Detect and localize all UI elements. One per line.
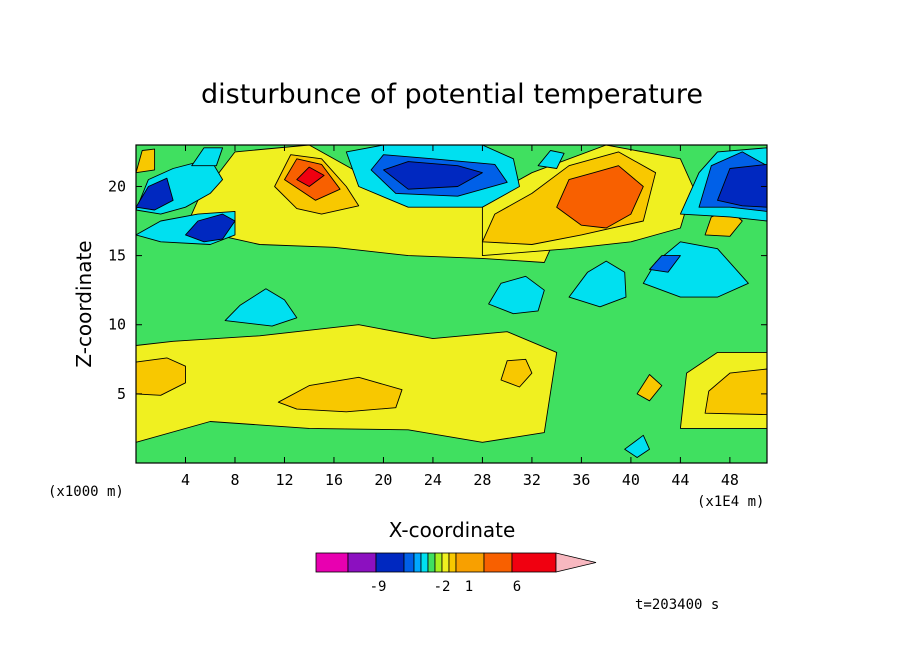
y-axis-label: Z-coordinate bbox=[72, 240, 96, 367]
y-axis-ticks: 5 10 15 20 bbox=[108, 177, 767, 403]
contour-region-3 bbox=[136, 357, 186, 396]
colorbar-label-1: -2 bbox=[434, 579, 451, 595]
y-tick-label-3: 20 bbox=[108, 177, 126, 195]
contour-region-34 bbox=[537, 150, 565, 169]
contour-region-31 bbox=[624, 434, 650, 458]
x-tick-label-9: 40 bbox=[622, 471, 640, 489]
colorbar-label-2: 1 bbox=[465, 579, 473, 595]
colorbar bbox=[315, 552, 597, 573]
x-tick-label-2: 12 bbox=[275, 471, 293, 489]
colorbar-label-0: -9 bbox=[370, 579, 387, 595]
colorbar-segment-6 bbox=[427, 552, 436, 573]
colorbar-label-3: 6 bbox=[513, 579, 521, 595]
colorbar-segment-0 bbox=[315, 552, 349, 573]
x-tick-label-5: 24 bbox=[424, 471, 442, 489]
heatmap-regions bbox=[136, 145, 767, 463]
x-axis-ticks: 4 8 12 16 20 24 28 32 36 40 44 48 bbox=[181, 145, 739, 489]
colorbar-segment-9 bbox=[448, 552, 457, 573]
contour-region-13 bbox=[556, 165, 644, 229]
contour-region-18 bbox=[568, 260, 627, 308]
x-tick-label-11: 48 bbox=[721, 471, 739, 489]
contour-region-27 bbox=[383, 161, 483, 190]
colorbar-segment-1 bbox=[347, 552, 377, 573]
x-axis-label: X-coordinate bbox=[389, 518, 516, 542]
colorbar-segment-7 bbox=[434, 552, 443, 573]
contour-region-10 bbox=[296, 166, 325, 187]
colorbar-segment-8 bbox=[441, 552, 450, 573]
x-tick-label-7: 32 bbox=[523, 471, 541, 489]
colorbar-segment-2 bbox=[375, 552, 405, 573]
contour-region-4 bbox=[500, 358, 533, 388]
x-tick-label-3: 16 bbox=[325, 471, 343, 489]
x-tick-label-10: 44 bbox=[671, 471, 689, 489]
x-tick-label-6: 28 bbox=[473, 471, 491, 489]
x-tick-label-4: 20 bbox=[374, 471, 392, 489]
chart-title: disturbunce of potential temperature bbox=[201, 79, 703, 110]
x-tick-label-0: 4 bbox=[181, 471, 190, 489]
colorbar-extension-arrow bbox=[555, 552, 597, 573]
contour-region-2 bbox=[277, 376, 403, 413]
y-tick-label-0: 5 bbox=[117, 385, 126, 403]
time-annotation: t=203400 s bbox=[635, 597, 719, 613]
colorbar-segment-5 bbox=[420, 552, 429, 573]
x-tick-label-8: 36 bbox=[572, 471, 590, 489]
contour-region-32 bbox=[136, 148, 156, 174]
colorbar-segment-10 bbox=[455, 552, 485, 573]
contour-region-15 bbox=[636, 374, 663, 402]
y-tick-label-1: 10 bbox=[108, 316, 126, 334]
y-tick-label-2: 15 bbox=[108, 247, 126, 265]
colorbar-segment-4 bbox=[413, 552, 422, 573]
contour-region-6 bbox=[704, 368, 767, 416]
contour-region-20 bbox=[649, 255, 681, 273]
contour-region-24 bbox=[136, 177, 174, 211]
contour-region-30 bbox=[717, 163, 767, 208]
contour-region-16 bbox=[224, 288, 298, 327]
y-unit-label: (x1000 m) bbox=[48, 484, 124, 500]
colorbar-segment-12 bbox=[511, 552, 557, 573]
x-tick-label-1: 8 bbox=[230, 471, 239, 489]
colorbar-labels: -9 -2 1 6 bbox=[370, 579, 522, 595]
plot-frame bbox=[135, 144, 768, 464]
contour-region-17 bbox=[488, 275, 545, 315]
colorbar-segment-3 bbox=[403, 552, 415, 573]
colorbar-segment-11 bbox=[483, 552, 513, 573]
contour-region-22 bbox=[185, 213, 236, 243]
contour-region-33 bbox=[191, 147, 224, 167]
x-unit-label: (x1E4 m) bbox=[697, 494, 764, 510]
